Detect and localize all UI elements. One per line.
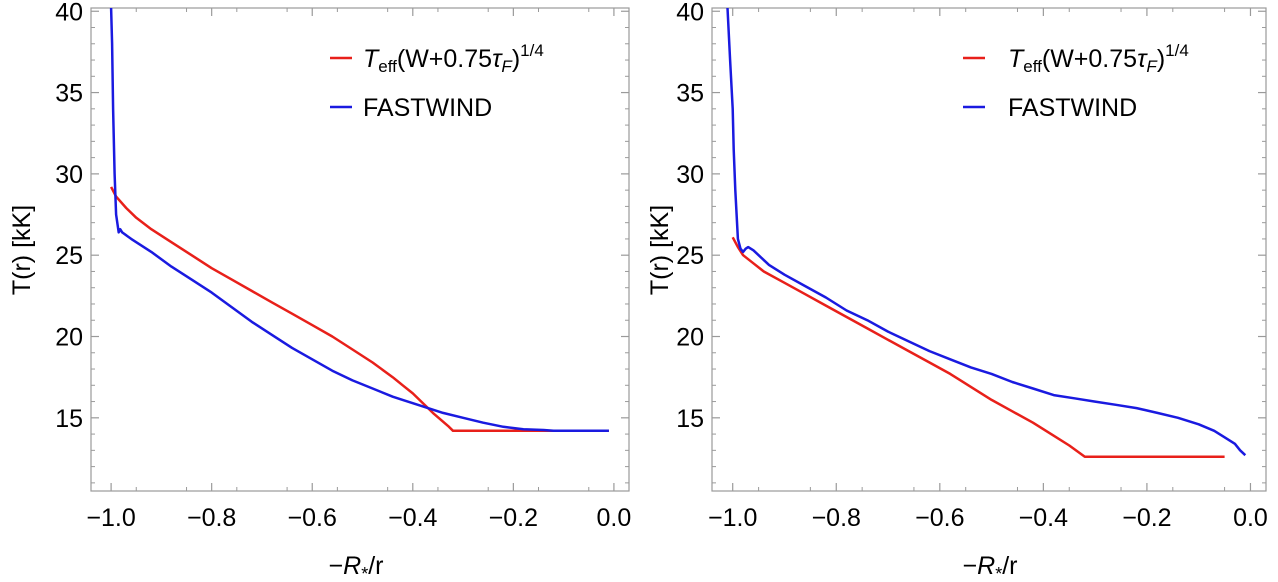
x-tick-label: −0.8 [187,504,236,532]
x-tick-label: −0.6 [915,504,964,532]
x-axis-title: −R*/r [963,552,1018,582]
y-tick-label: 35 [55,80,83,108]
series-line-analytic [109,186,609,433]
y-tick-label: 40 [676,0,704,26]
y-axis-title: T(r) [kK] [646,205,674,295]
y-axis-title: T(r) [kK] [8,205,36,295]
series-lines [726,7,1247,459]
x-tick-labels: −1.0 −0.8 −0.6 −0.4 −0.2 0.0 [86,504,631,532]
y-tick-label: 40 [55,0,83,26]
y-tick-label: 25 [55,242,83,270]
x-tick-label: −0.6 [288,504,337,532]
axis-ticks [91,8,629,491]
x-tick-label: 0.0 [1233,504,1268,532]
y-tick-label: 30 [55,161,83,189]
x-tick-label: −0.4 [1019,504,1068,532]
x-tick-label: −1.0 [708,504,757,532]
series-line-fastwind [726,7,1247,457]
axis-ticks [712,8,1266,491]
x-tick-label: −0.2 [489,504,538,532]
x-tick-label: −1.0 [86,504,135,532]
plot-frame [90,7,630,492]
y-tick-label: 20 [55,324,83,352]
legend-label-analytic: Teff(W+0.75τF)1/4 [1008,41,1189,76]
y-tick-label: 15 [676,405,704,433]
y-tick-labels: 15 20 25 30 35 40 [55,0,83,433]
series-lines [109,7,609,433]
x-tick-labels: −1.0 −0.8 −0.6 −0.4 −0.2 0.0 [708,504,1268,532]
legend: Teff(W+0.75τF)1/4 FASTWIND [963,41,1189,122]
left-chart-panel: −1.0 −0.8 −0.6 −0.4 −0.2 0.0 15 20 25 30 35 40 Tef… [8,0,631,582]
y-tick-label: 25 [676,242,704,270]
legend-label-fastwind: FASTWIND [1008,94,1137,122]
legend-label-fastwind: FASTWIND [363,94,492,122]
y-tick-label: 35 [676,80,704,108]
legend-label-analytic: Teff(W+0.75τF)1/4 [363,41,544,76]
x-tick-label: 0.0 [597,504,632,532]
right-chart-panel: −1.0 −0.8 −0.6 −0.4 −0.2 0.0 15 20 25 30 35 40 Tef… [646,0,1268,582]
series-line-analytic [731,236,1225,459]
x-tick-label: −0.8 [812,504,861,532]
x-tick-label: −0.4 [388,504,437,532]
y-tick-label: 20 [676,324,704,352]
plot-frame [711,7,1267,492]
y-tick-label: 30 [676,161,704,189]
legend: Teff(W+0.75τF)1/4 FASTWIND [330,41,544,122]
y-tick-label: 15 [55,405,83,433]
y-tick-labels: 15 20 25 30 35 40 [676,0,704,433]
x-tick-label: −0.2 [1122,504,1171,532]
series-line-fastwind [109,7,609,433]
x-axis-title: −R*/r [329,552,384,582]
